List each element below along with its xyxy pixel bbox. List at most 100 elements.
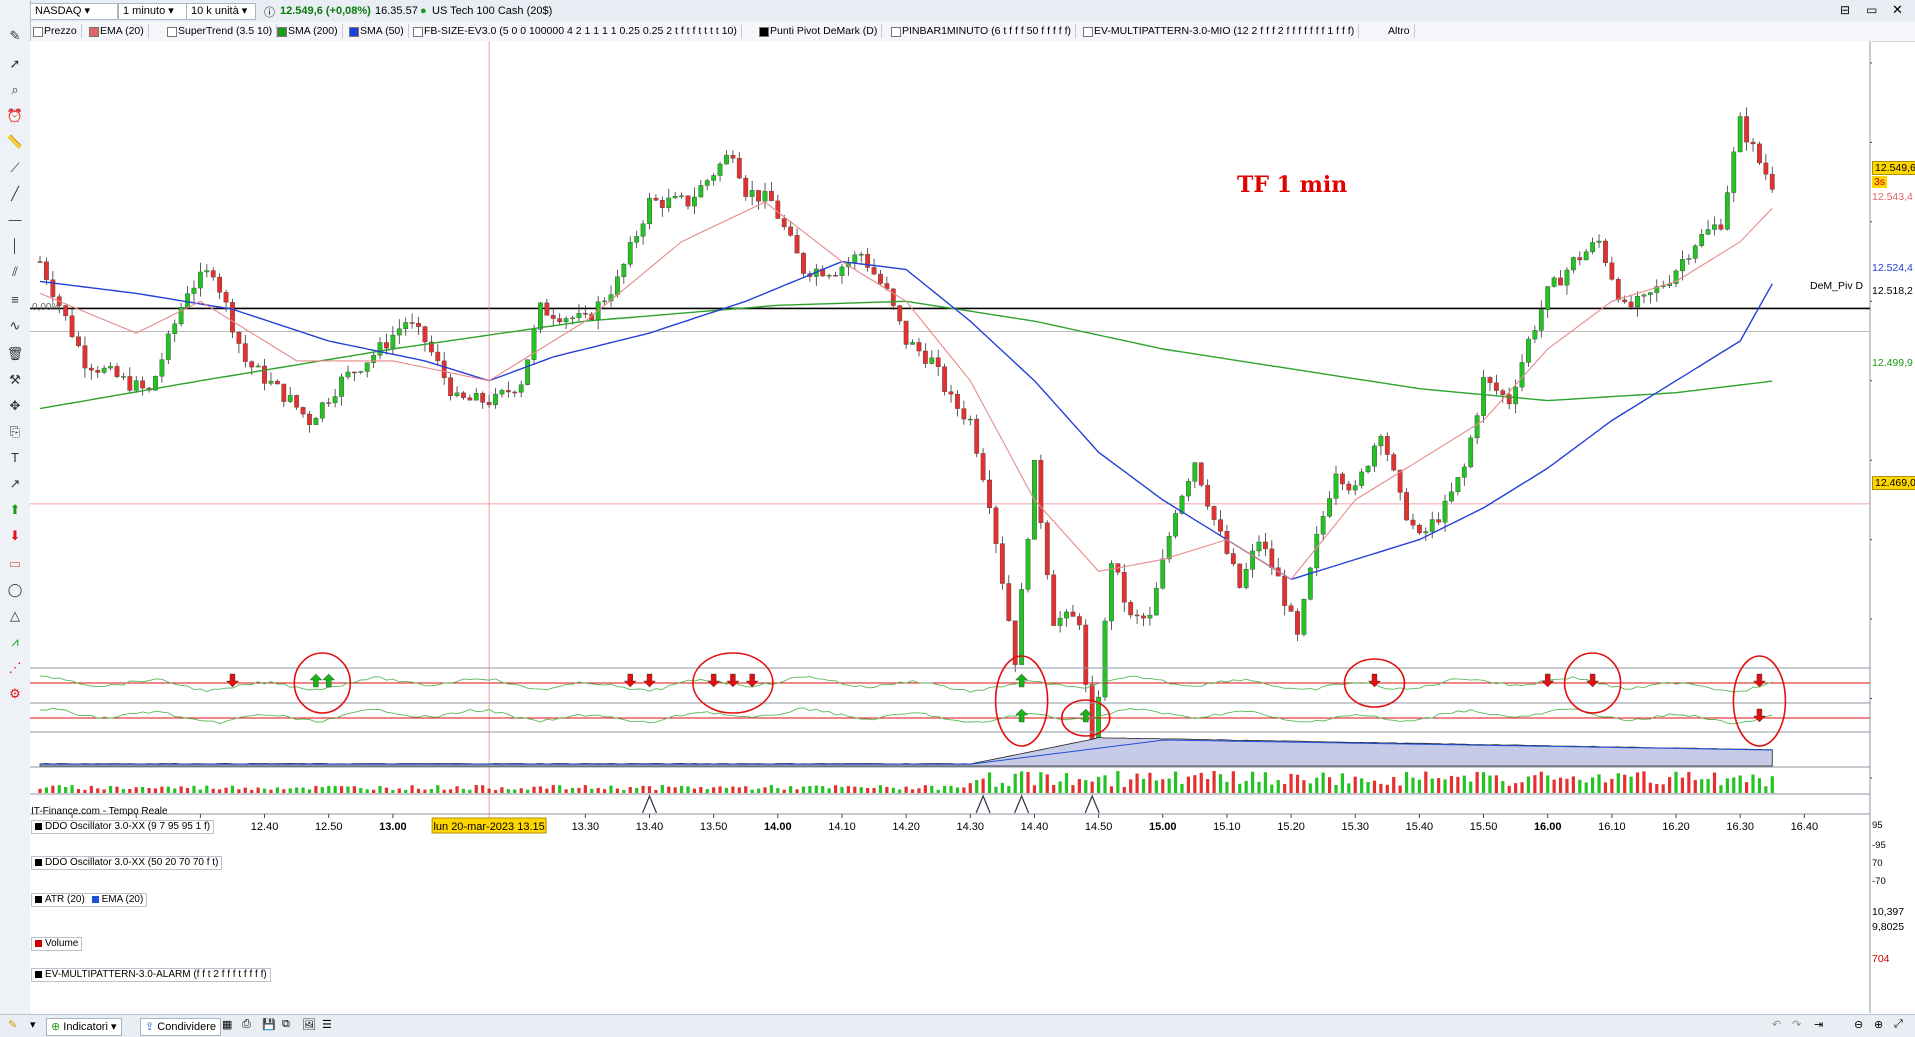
volume-bar xyxy=(545,788,549,793)
atr-ema-label-text: EMA (20) xyxy=(101,894,144,905)
candle-body xyxy=(1436,519,1442,523)
candle-body xyxy=(1173,513,1178,537)
close-icon[interactable]: ✕ xyxy=(1892,2,1903,17)
pencil-icon[interactable]: ✎ xyxy=(9,28,21,43)
settings-icon[interactable]: ⚙ xyxy=(9,686,21,701)
volume-bar xyxy=(1629,776,1633,793)
rectangle-icon[interactable]: ▭ xyxy=(8,556,22,571)
text-icon[interactable]: T xyxy=(11,450,19,465)
move-icon[interactable]: ✥ xyxy=(9,398,21,413)
volume-bar xyxy=(1642,771,1646,793)
candle-body xyxy=(358,371,364,373)
wave-icon[interactable]: ∿ xyxy=(9,318,21,333)
redo-icon[interactable]: ↷ xyxy=(1792,1019,1802,1031)
indicator-chip-2[interactable]: SuperTrend (3.5 10) xyxy=(166,24,278,38)
indicator-chip-1[interactable]: EMA (20) xyxy=(88,24,149,38)
volume-bar xyxy=(1250,771,1255,793)
arrow-up-icon[interactable]: ⬆ xyxy=(9,502,21,517)
volume-bar xyxy=(622,789,626,793)
volume-bar xyxy=(1770,776,1774,793)
scroll-right-icon[interactable]: ⇥ xyxy=(1814,1019,1824,1031)
price-chart[interactable]: 12.58012.56012.54012.52012.50012.48012.4… xyxy=(30,41,1872,1013)
indicator-chip-4[interactable]: SMA (50) xyxy=(348,24,409,38)
line-icon[interactable]: ╱ xyxy=(11,186,19,201)
symbol-select[interactable]: NASDAQ ▾ xyxy=(30,3,118,20)
indicators-button[interactable]: ⊕ Indicatori ▾ xyxy=(46,1018,122,1036)
zoom-icon[interactable]: ⌕ xyxy=(11,82,19,97)
trendline-icon[interactable]: ⟋ xyxy=(10,160,20,175)
channel-icon[interactable]: ⫽ xyxy=(12,264,18,279)
cursor-icon[interactable]: ➚ xyxy=(9,56,21,71)
candle-body xyxy=(486,402,492,406)
pencil-icon[interactable]: ✎ xyxy=(8,1019,18,1031)
gann-icon[interactable]: ⋰ xyxy=(8,660,22,675)
candle-body xyxy=(50,279,56,297)
pattern-icon[interactable]: ⩘ xyxy=(11,634,19,649)
delete-icon[interactable]: 🗑 xyxy=(6,346,24,361)
zoom-in-icon[interactable]: ⊕ xyxy=(1874,1019,1884,1031)
fibonacci-icon[interactable]: ≡ xyxy=(11,292,19,307)
volume-bar xyxy=(949,785,953,793)
ellipse-icon[interactable]: ◯ xyxy=(7,582,23,597)
candle-body xyxy=(1307,567,1313,600)
volume-bar xyxy=(641,785,645,793)
candle-body xyxy=(467,397,473,401)
alarm-icon[interactable]: ⏰ xyxy=(6,108,24,123)
indicator-chip-9[interactable]: Altro xyxy=(1384,24,1415,38)
x-tick-label: 14.00 xyxy=(764,821,792,833)
volume-bar xyxy=(192,785,196,793)
volume-bar xyxy=(1334,785,1338,793)
chevron-down-icon[interactable]: ▾ xyxy=(30,1019,36,1031)
maximize-icon[interactable]: ▭ xyxy=(1866,3,1878,17)
restore-icon[interactable]: ⊟ xyxy=(1840,3,1851,17)
volume-bar xyxy=(134,787,138,793)
candle-body xyxy=(185,293,190,308)
volume-bar xyxy=(481,785,485,793)
candle-body xyxy=(313,418,319,425)
indicator-chip-6[interactable]: Punti Pivot DeMark (D) xyxy=(758,24,883,38)
ddo1-signal-up-icon xyxy=(309,673,323,688)
candle-body xyxy=(717,163,723,176)
volume-bar xyxy=(1295,774,1300,793)
list-icon[interactable]: ☰ xyxy=(322,1019,332,1031)
ddo1-signal-down-icon xyxy=(1752,673,1766,688)
image-icon[interactable]: 🖼 xyxy=(302,1019,316,1031)
volume-bar xyxy=(372,789,376,793)
window-icon[interactable]: ⧉ xyxy=(282,1018,290,1030)
layout-icon[interactable]: ▦ xyxy=(222,1019,233,1031)
units-select[interactable]: 10 k unità ▾ xyxy=(186,3,256,20)
print-icon[interactable]: ⎙ xyxy=(242,1018,251,1030)
magnet-icon[interactable]: ⚒ xyxy=(9,372,21,387)
undo-icon[interactable]: ↶ xyxy=(1772,1019,1782,1031)
x-tick-label: 16.10 xyxy=(1598,821,1626,833)
chevron-down-icon: ▾ xyxy=(84,5,91,17)
zoom-out-icon[interactable]: ⊖ xyxy=(1854,1019,1864,1031)
copy-icon[interactable]: ⎘ xyxy=(9,424,21,439)
fit-icon[interactable]: ⤢ xyxy=(1894,1018,1903,1030)
ddo1-label: DDO Oscillator 3.0-XX (9 7 95 95 1 f) xyxy=(31,820,215,834)
share-button[interactable]: ⇪ Condividere xyxy=(140,1018,221,1036)
info-icon[interactable]: ⓘ xyxy=(264,7,275,19)
indicator-chip-3[interactable]: SMA (200) xyxy=(276,24,343,38)
candle-body xyxy=(1211,506,1217,520)
candle-body xyxy=(1635,295,1640,308)
candle-body xyxy=(1647,292,1653,295)
candle-body xyxy=(1654,286,1660,293)
triangle-icon[interactable]: △ xyxy=(10,608,20,623)
save-icon[interactable]: 💾 xyxy=(262,1019,276,1031)
arrow-down-icon[interactable]: ⬇ xyxy=(9,528,21,543)
ruler-icon[interactable]: 📏 xyxy=(6,134,24,149)
indicator-chip-8[interactable]: EV-MULTIPATTERN-3.0-MIO (12 2 f f f 2 f … xyxy=(1082,24,1360,38)
highlight-circle xyxy=(293,652,352,714)
ddo2-label-text: DDO Oscillator 3.0-XX (50 20 70 70 f t) xyxy=(45,857,219,868)
indicator-chip-0[interactable]: Prezzo xyxy=(32,24,82,38)
vline-icon[interactable]: │ xyxy=(10,238,20,253)
candle-body xyxy=(589,313,595,320)
hline-icon[interactable]: — xyxy=(8,212,22,227)
indicator-chip-5[interactable]: FB-SIZE-EV3.0 (5 0 0 100000 4 2 1 1 1 1 … xyxy=(412,24,742,38)
arrow-tool-icon[interactable]: ↗ xyxy=(9,476,21,491)
indicator-chip-7[interactable]: PINBAR1MINUTO (6 t f f f 50 f f f f f) xyxy=(890,24,1077,38)
candle-body xyxy=(191,287,197,294)
volume-bar xyxy=(1385,784,1389,793)
timeframe-select[interactable]: 1 minuto ▾ xyxy=(118,3,188,20)
